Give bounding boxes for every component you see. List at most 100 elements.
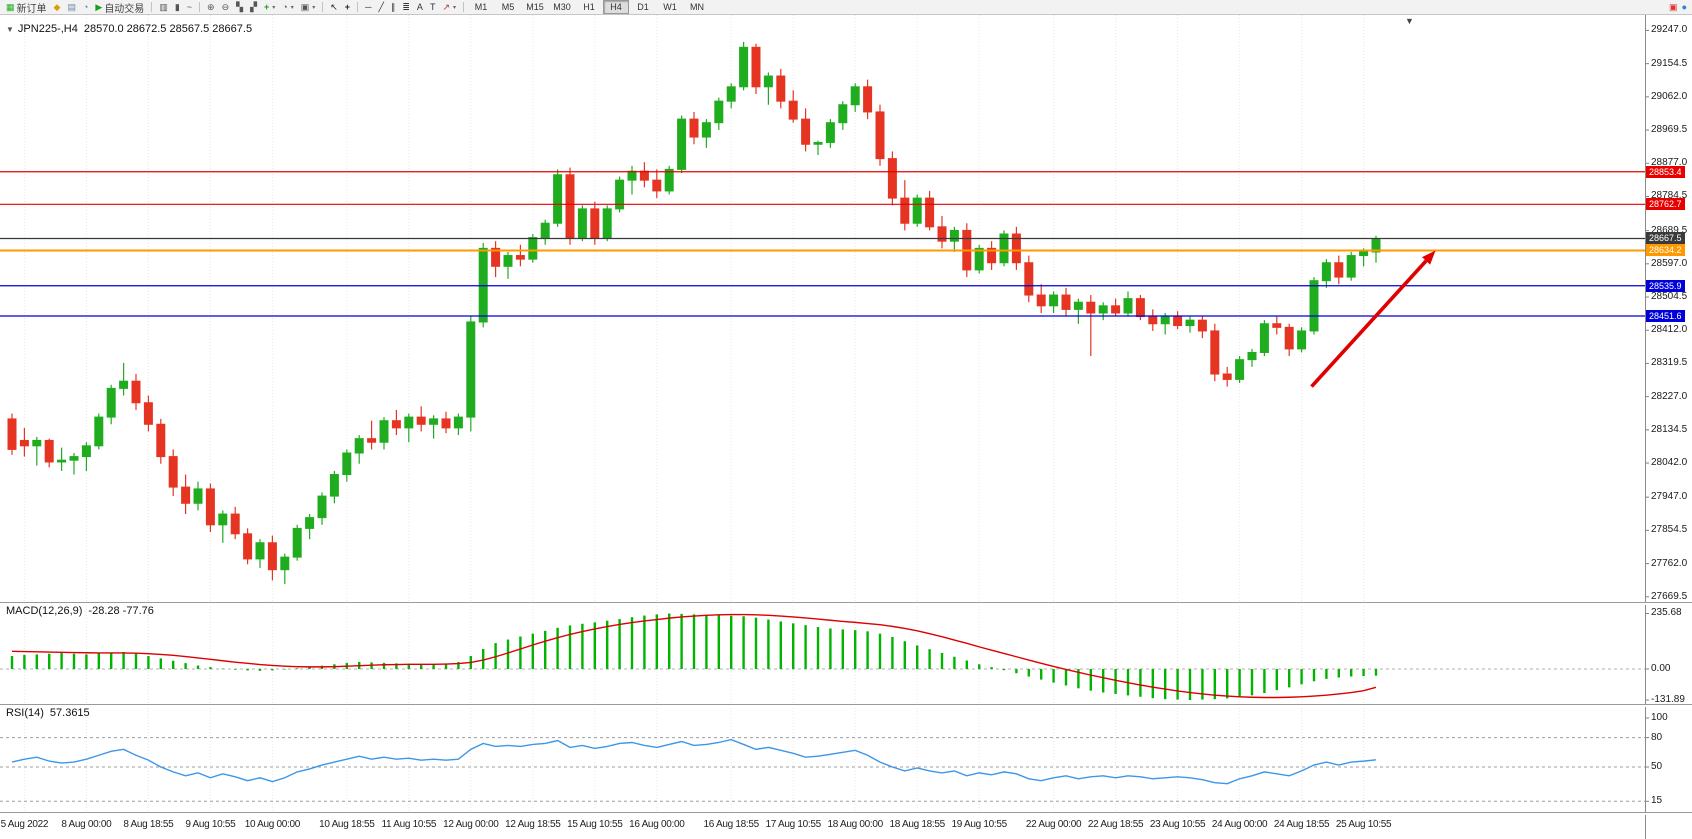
toolbar-separator [151, 2, 153, 12]
ohlc-values-label: 28570.0 28672.5 28567.5 28667.5 [83, 23, 253, 35]
time-axis-label: 16 Aug 00:00 [629, 819, 685, 830]
timeframe-button-D1[interactable]: D1 [637, 2, 649, 12]
price-tick-label: 28969.5 [1651, 124, 1688, 136]
price-tick-label: 27669.5 [1651, 590, 1688, 602]
price-badge: 28634.2 [1646, 244, 1685, 257]
notifications-icon[interactable]: ▣ [1669, 2, 1678, 12]
templates-button[interactable]: ▣ ▾ [298, 1, 319, 13]
timeframe-button-M15[interactable]: M15 [526, 2, 544, 12]
timeframe-button-MN[interactable]: MN [690, 2, 704, 12]
zoom-in-button[interactable]: ⊕ [204, 1, 218, 13]
new-order-icon: ▦ [6, 2, 15, 12]
rsi-axis-label: 80 [1651, 731, 1663, 743]
time-axis-label: 12 Aug 00:00 [443, 819, 499, 830]
rsi-indicator-header: RSI(14) 57.3615 [6, 707, 90, 719]
rsi-panel-separator[interactable] [0, 704, 1692, 707]
price-tick-label: 28042.0 [1651, 457, 1688, 469]
chevron-down-icon: ▾ [290, 4, 294, 11]
time-axis-label: 15 Aug 10:55 [567, 819, 623, 830]
price-tick-label: 27762.0 [1651, 557, 1688, 569]
price-badge: 28762.7 [1646, 198, 1685, 211]
periods-icon: ◔ [282, 2, 288, 12]
macd-layer [0, 612, 1649, 701]
indicators-button[interactable]: + ▾ [261, 1, 278, 13]
price-tick-label: 28784.5 [1651, 190, 1688, 202]
data-window-icon: ▤ [67, 2, 76, 12]
cascade-windows-button[interactable]: ▞ [247, 1, 260, 13]
cursor-button[interactable]: ↖ [327, 1, 341, 13]
rsi-axis-label: 15 [1651, 795, 1663, 807]
price-tick-label: 29062.0 [1651, 90, 1688, 102]
navigator-icon: ◔ [82, 2, 89, 12]
price-tick-label: 29247.0 [1651, 24, 1688, 36]
arrows-tool-button[interactable]: ↗ ▾ [439, 1, 459, 13]
cursor-icon: ↖ [330, 2, 338, 12]
candlestick-button[interactable]: ▮ [172, 1, 183, 13]
horizontal-line-icon: ─ [365, 2, 372, 12]
text-tool-button[interactable]: A [414, 1, 426, 13]
bar-chart-button[interactable]: ▥ [156, 1, 171, 13]
crosshair-button[interactable]: + [342, 1, 353, 13]
data-window-button[interactable]: ▤ [64, 1, 79, 13]
price-axis-border [1645, 15, 1646, 839]
price-tick-label: 29154.5 [1651, 57, 1688, 69]
time-axis-label: 9 Aug 10:55 [185, 819, 236, 830]
zoom-out-button[interactable]: ⊖ [219, 1, 233, 13]
time-axis-label: 18 Aug 00:00 [827, 819, 884, 830]
chart-shift-marker-icon[interactable]: ▼ [1405, 16, 1414, 26]
time-axis-separator [0, 812, 1692, 815]
rsi-label: RSI(14) [6, 707, 44, 719]
price-tick-label: 28689.5 [1651, 224, 1688, 236]
horizontal-line-button[interactable]: ─ [362, 1, 374, 13]
bar-chart-icon: ▥ [159, 2, 168, 12]
new-order-label: 新订单 [16, 3, 47, 15]
fibonacci-button[interactable]: ≣ [399, 1, 413, 13]
timeframe-button-M5[interactable]: M5 [501, 2, 515, 12]
time-axis-label: 8 Aug 00:00 [61, 819, 112, 830]
price-tick-label: 28412.0 [1651, 324, 1688, 336]
market-watch-button[interactable]: ◆ [51, 1, 64, 13]
rsi-layer [0, 717, 1649, 802]
chart-symbol-header: ▼ JPN225-,H4 28570.0 28672.5 28567.5 28667… [6, 23, 252, 35]
fibonacci-icon: ≣ [402, 2, 410, 12]
navigator-button[interactable]: ◔ [80, 1, 91, 13]
timeframe-button-H1[interactable]: H1 [583, 2, 595, 12]
price-tick-label: 27947.0 [1651, 491, 1688, 503]
macd-panel-separator[interactable] [0, 602, 1692, 605]
channel-button[interactable]: ∥ [388, 1, 399, 13]
price-tick-label: 28597.0 [1651, 257, 1688, 269]
macd-label: MACD(12,26,9) [6, 605, 83, 617]
one-click-trading-collapse-icon[interactable]: ▼ [6, 25, 14, 34]
zoom-in-icon: ⊕ [207, 2, 215, 12]
new-order-button[interactable]: ▦ 新订单 [3, 1, 50, 15]
time-axis-label: 16 Aug 18:55 [703, 819, 760, 830]
time-axis-label: 17 Aug 10:55 [765, 819, 822, 830]
time-axis-label: 11 Aug 10:55 [381, 819, 437, 830]
timeframe-button-M30[interactable]: M30 [553, 2, 571, 12]
price-tick-label: 28504.5 [1651, 291, 1688, 302]
label-tool-button[interactable]: T [427, 1, 439, 13]
timeframe-button-H4[interactable]: H4 [603, 0, 629, 14]
timeframe-button-M1[interactable]: M1 [474, 2, 488, 12]
price-tick-label: 28227.0 [1651, 390, 1688, 402]
time-axis-label: 18 Aug 18:55 [889, 819, 946, 830]
line-chart-button[interactable]: ~ [184, 1, 195, 13]
auto-trading-button[interactable]: ▶ 自动交易 [92, 1, 147, 15]
community-icon[interactable]: ● [1681, 2, 1687, 12]
rsi-axis-label: 100 [1651, 712, 1668, 723]
timeframe-button-W1[interactable]: W1 [663, 2, 677, 12]
price-badge: 28535.9 [1646, 279, 1685, 292]
tile-windows-button[interactable]: ▚ [233, 1, 246, 13]
arrows-tool-icon: ↗ [442, 2, 450, 12]
macd-indicator-header: MACD(12,26,9) -28.28 -77.76 [6, 605, 154, 617]
price-badge: 28853.4 [1646, 165, 1685, 178]
price-badge: 28667.5 [1646, 232, 1685, 245]
top-toolbar: ▦ 新订单 ◆ ▤ ◔ ▶ 自动交易 ▥ ▮ ~ ⊕ ⊖ ▚ ▞ + ▾ ◔ ▾… [0, 0, 1692, 15]
trendline-button[interactable]: ╱ [375, 1, 386, 13]
time-axis-label: 24 Aug 00:00 [1211, 819, 1268, 830]
toolbar-separator [322, 2, 324, 12]
periods-button[interactable]: ◔ ▾ [279, 1, 296, 13]
chevron-down-icon: ▾ [452, 4, 456, 11]
hlines-layer [0, 171, 1645, 317]
